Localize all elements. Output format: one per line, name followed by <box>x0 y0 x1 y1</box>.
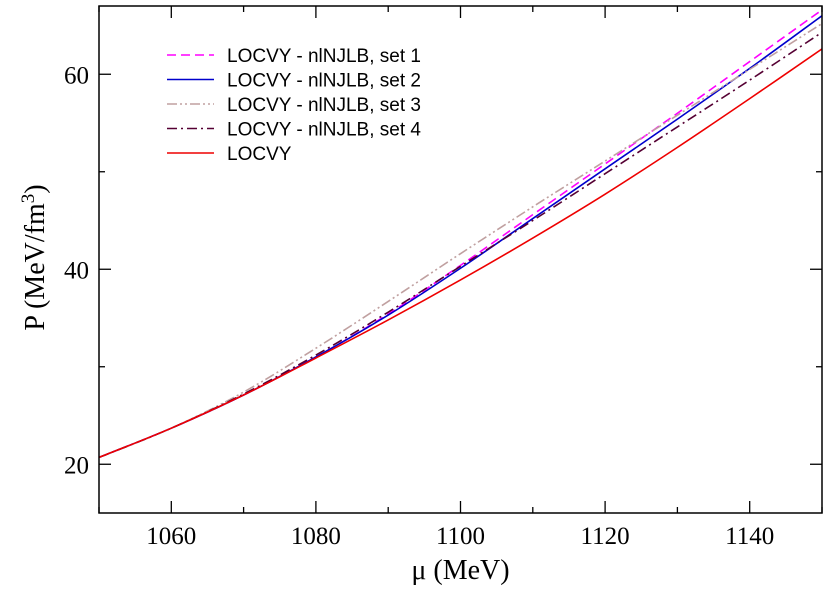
series-line-2 <box>99 15 822 459</box>
y-axis-label: P (MeV/fm3) <box>18 184 51 330</box>
x-tick-label: 1100 <box>436 523 485 550</box>
legend: LOCVY - nlNJLB, set 1 LOCVY - nlNJLB, set… <box>167 46 421 165</box>
x-tick-label: 1060 <box>146 523 196 550</box>
y-tick-label: 20 <box>64 452 89 479</box>
series-line-5 <box>99 48 822 459</box>
legend-entry-4: LOCVY - nlNJLB, set 4 <box>227 120 421 141</box>
ticks-layer: 1060 1080 1100 1120 1140 20 40 60 <box>64 6 823 550</box>
y-tick-label: 60 <box>64 62 89 89</box>
series-line-4 <box>99 31 822 459</box>
x-tick-label: 1140 <box>725 523 774 550</box>
x-tick-label: 1120 <box>581 523 630 550</box>
y-axis-label-superscript: 3 <box>18 194 39 204</box>
x-tick-label: 1080 <box>291 523 341 550</box>
y-axis-label-close: ) <box>20 184 51 193</box>
legend-entry-3: LOCVY - nlNJLB, set 3 <box>227 95 421 116</box>
series-layer <box>99 9 822 459</box>
plot-frame <box>98 5 823 514</box>
legend-entry-5: LOCVY <box>227 144 292 165</box>
y-axis-label-main: P (MeV/fm <box>20 203 51 331</box>
legend-entry-2: LOCVY - nlNJLB, set 2 <box>227 71 421 92</box>
x-axis-label: μ (MeV) <box>411 555 509 586</box>
legend-entry-1: LOCVY - nlNJLB, set 1 <box>227 46 421 67</box>
y-tick-label: 40 <box>64 257 89 284</box>
series-line-3 <box>99 22 822 459</box>
series-line-1 <box>99 9 822 459</box>
